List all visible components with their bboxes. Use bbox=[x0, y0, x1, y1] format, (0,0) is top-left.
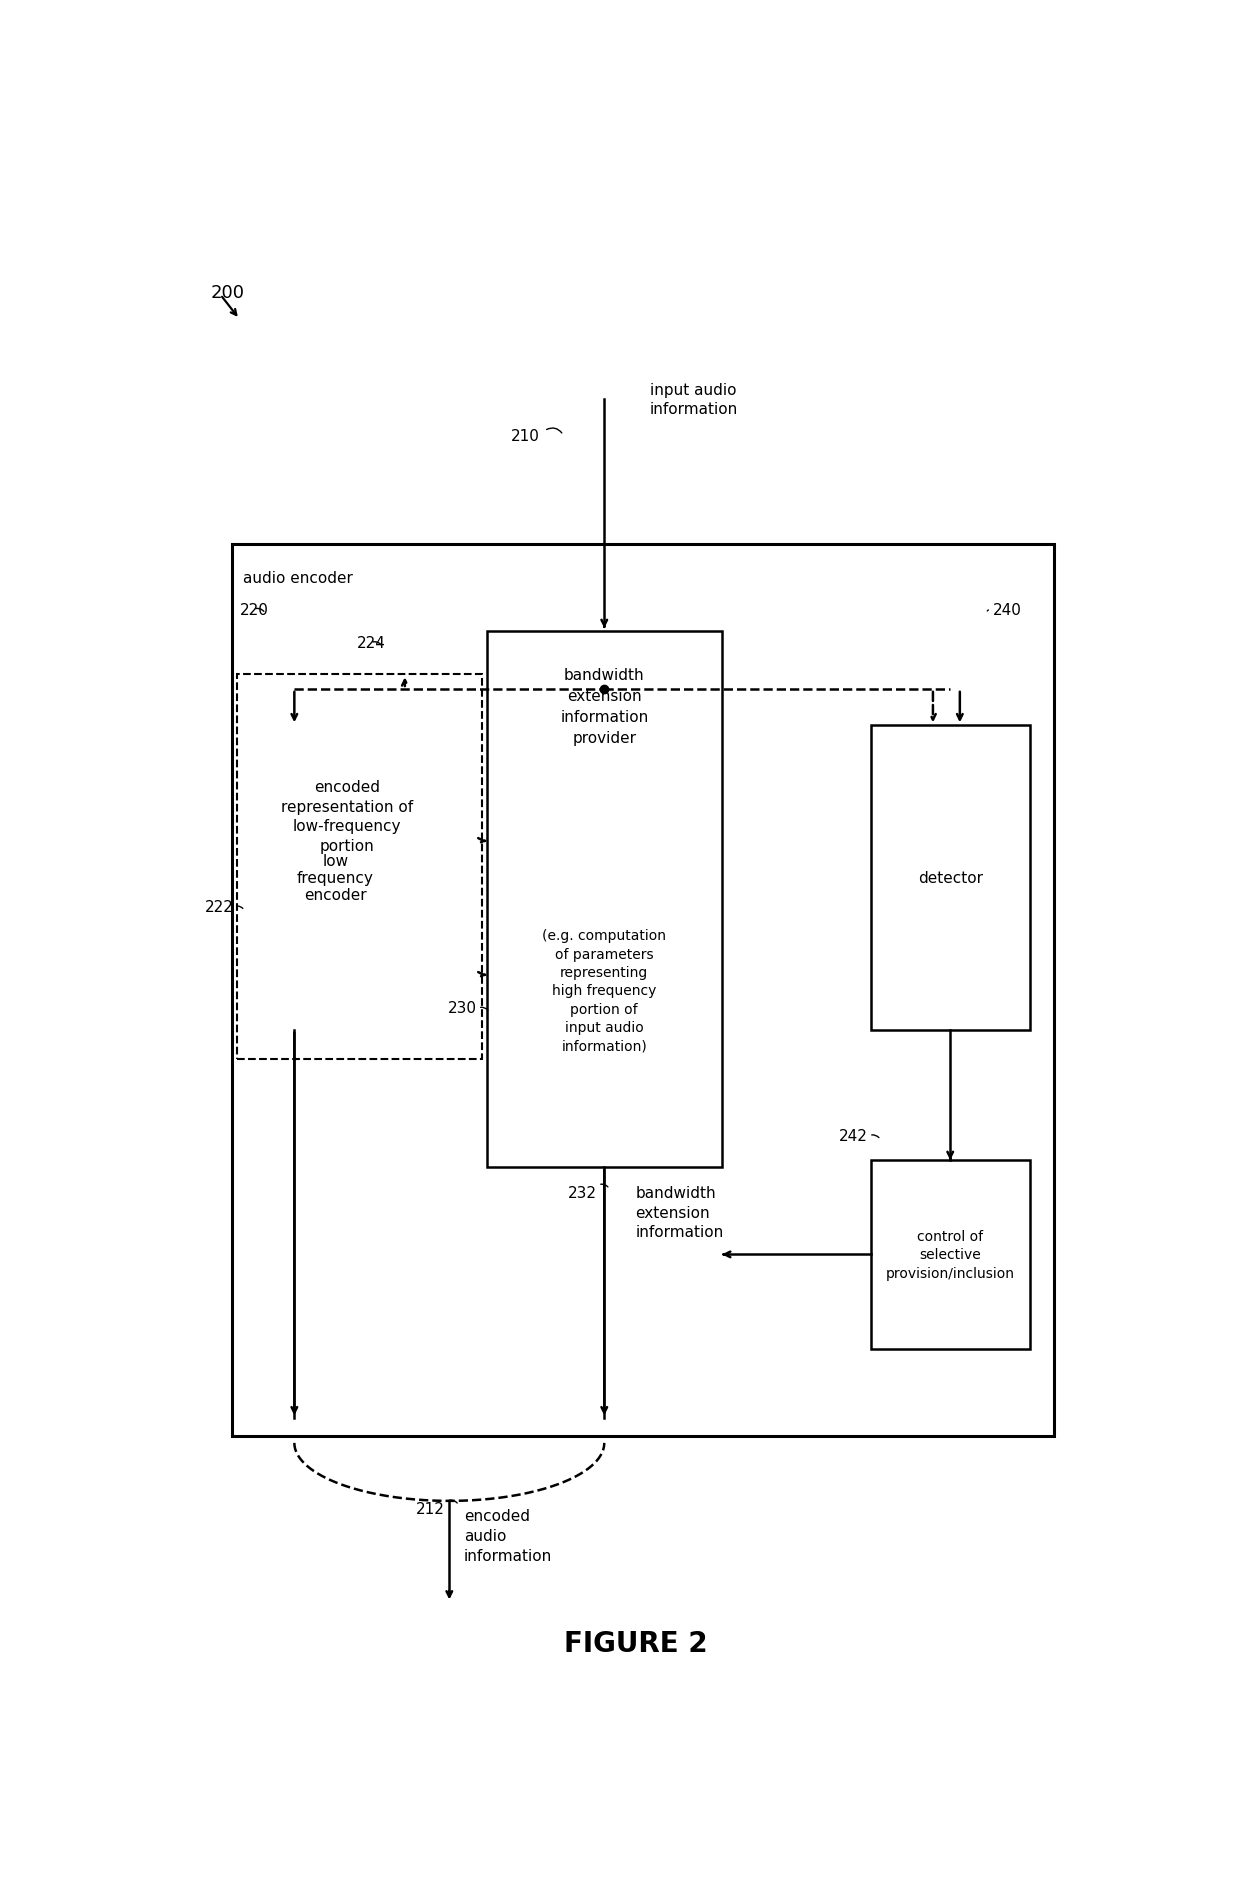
Text: bandwidth
extension
information: bandwidth extension information bbox=[635, 1186, 724, 1240]
Text: 212: 212 bbox=[415, 1502, 444, 1517]
Bar bbox=[870, 726, 1029, 1029]
Text: input audio
information: input audio information bbox=[650, 382, 738, 418]
Text: detector: detector bbox=[918, 871, 983, 885]
Text: (e.g. computation
of parameters
representing
high frequency
portion of
input aud: (e.g. computation of parameters represen… bbox=[542, 928, 666, 1054]
Text: FIGURE 2: FIGURE 2 bbox=[564, 1630, 707, 1656]
Bar bbox=[486, 632, 722, 1167]
Text: 200: 200 bbox=[211, 284, 244, 301]
Bar bbox=[870, 1161, 1029, 1349]
Text: audio encoder: audio encoder bbox=[243, 570, 353, 585]
Text: 224: 224 bbox=[357, 636, 386, 651]
Text: encoded
representation of
low-frequency
portion: encoded representation of low-frequency … bbox=[281, 779, 413, 854]
Text: 232: 232 bbox=[568, 1186, 596, 1201]
Bar bbox=[232, 544, 1054, 1436]
Text: encoded
audio
information: encoded audio information bbox=[464, 1507, 552, 1562]
Text: 230: 230 bbox=[448, 1001, 477, 1016]
Text: low
frequency
encoder: low frequency encoder bbox=[296, 853, 373, 903]
Text: 240: 240 bbox=[993, 602, 1022, 617]
Text: control of
selective
provision/inclusion: control of selective provision/inclusion bbox=[885, 1229, 1014, 1280]
Text: 222: 222 bbox=[205, 900, 234, 915]
Bar bbox=[237, 676, 481, 1060]
Text: 242: 242 bbox=[839, 1129, 868, 1144]
Text: 210: 210 bbox=[511, 429, 539, 444]
Text: bandwidth
extension
information
provider: bandwidth extension information provider bbox=[560, 668, 649, 745]
Bar bbox=[247, 726, 424, 1029]
Text: 220: 220 bbox=[239, 602, 268, 617]
